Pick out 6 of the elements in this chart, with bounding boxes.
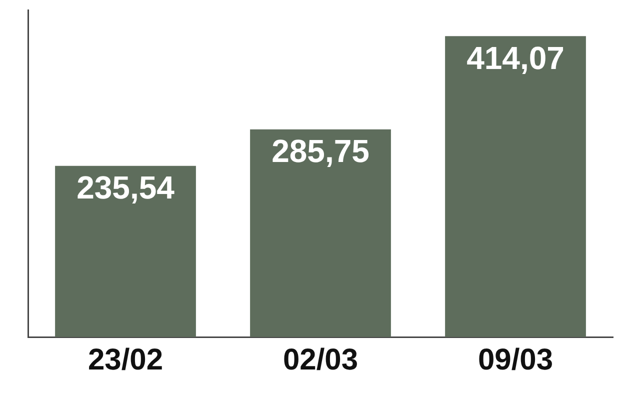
x-tick-label: 09/03 xyxy=(478,343,554,376)
data-label: 285,75 xyxy=(272,133,370,170)
x-tick-label: 23/02 xyxy=(88,343,164,376)
data-label: 235,54 xyxy=(76,170,175,206)
x-tick-label: 02/03 xyxy=(282,343,358,376)
data-label: 414,07 xyxy=(466,40,564,76)
